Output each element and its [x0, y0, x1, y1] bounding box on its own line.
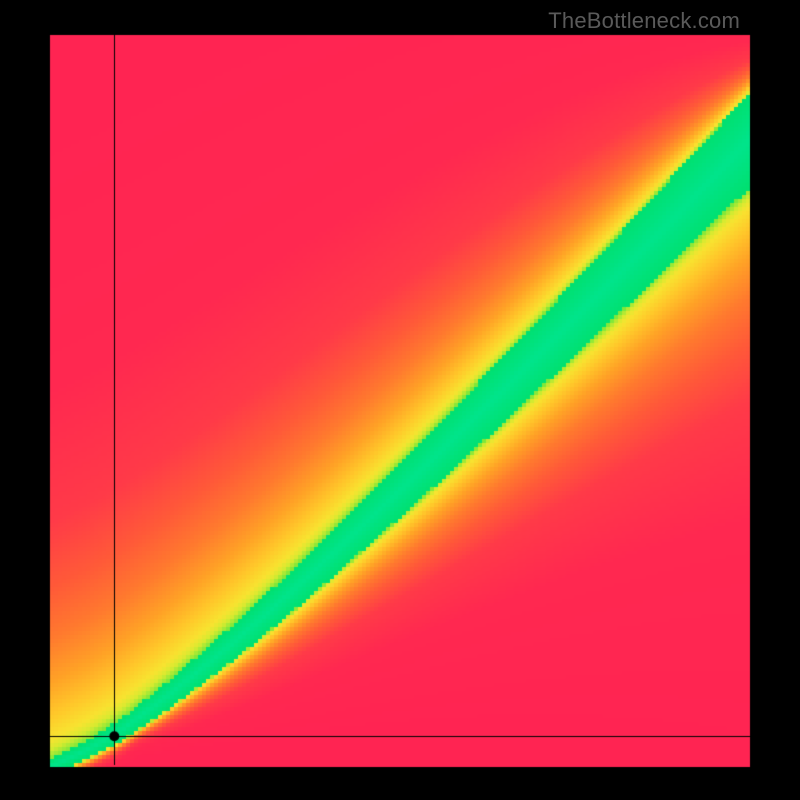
- heatmap-canvas: [0, 0, 800, 800]
- watermark-text: TheBottleneck.com: [548, 8, 740, 34]
- chart-container: TheBottleneck.com: [0, 0, 800, 800]
